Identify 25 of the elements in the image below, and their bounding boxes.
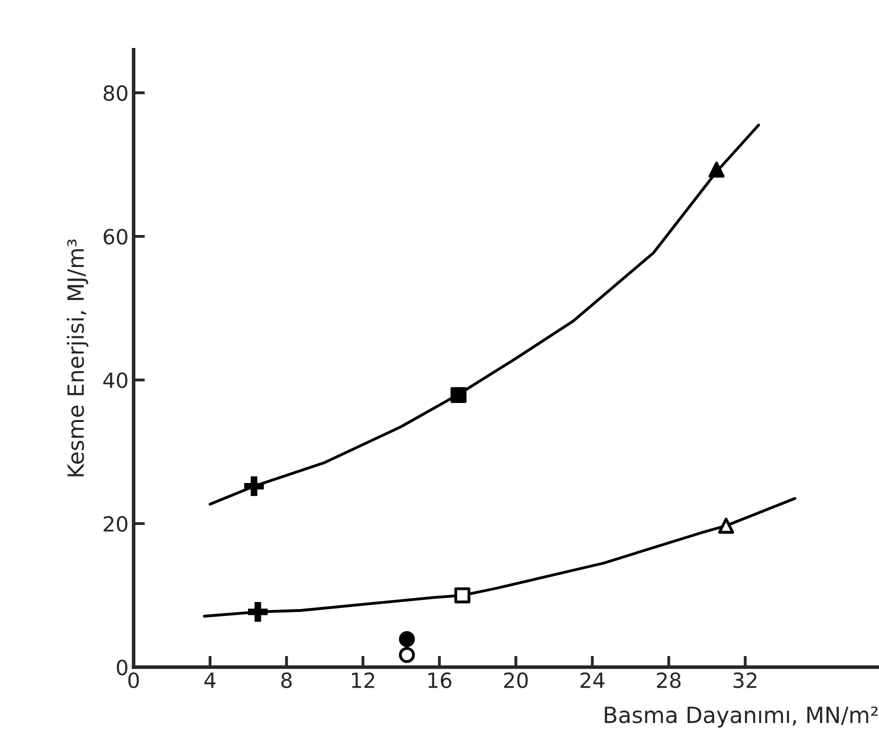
y-tick-label: 80: [104, 85, 128, 101]
point: [718, 518, 734, 534]
x-tick-label: 28: [657, 672, 681, 688]
y-tick-label: 0: [116, 660, 128, 676]
x-axis-title: Basma Dayanımı, MN/m²: [604, 706, 878, 728]
x-tick-label: 0: [128, 672, 139, 688]
point: [244, 476, 264, 496]
x-tick-label: 4: [204, 672, 216, 688]
point: [398, 631, 415, 648]
point: [454, 587, 470, 604]
point: [708, 162, 725, 178]
x-tick-label: 32: [734, 672, 756, 688]
y-tick-label: 20: [104, 516, 128, 532]
x-tick-label: 24: [580, 672, 604, 688]
x-tick-label: 16: [428, 672, 452, 688]
y-tick-label: 60: [104, 228, 128, 245]
line-series: [208, 124, 760, 506]
point: [450, 387, 466, 404]
x-tick-label: 8: [281, 672, 292, 688]
x-tick-label: 12: [352, 672, 374, 688]
y-axis-title: Kesme Enerjisi, MJ/m³: [66, 240, 88, 476]
point: [398, 646, 415, 663]
y-tick-label: 40: [103, 372, 128, 388]
point: [248, 602, 268, 622]
x-tick-label: 20: [504, 672, 528, 688]
